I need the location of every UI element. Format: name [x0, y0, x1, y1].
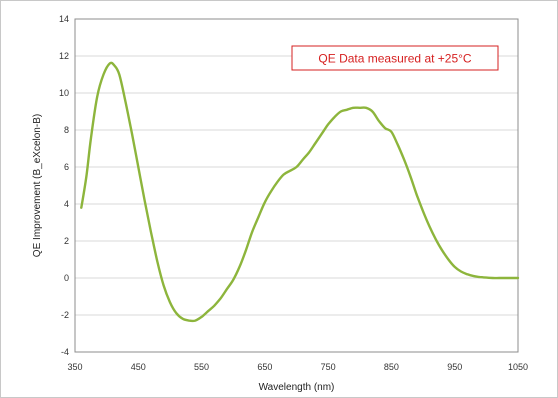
x-axis-tick-labels: 350 450 550 650 750 850 950 1050 [67, 362, 528, 372]
annotation-text: QE Data measured at +25°C [318, 52, 472, 66]
y-axis-tick-labels: -4 -2 0 2 4 6 8 10 12 14 [59, 14, 69, 357]
annotation-box [291, 45, 499, 71]
y-tick-label: 10 [59, 88, 69, 98]
x-tick-label: 450 [131, 362, 146, 372]
y-tick-label: 14 [59, 14, 69, 24]
y-axis-title: QE Improvement (B_eXcelon-B) [32, 114, 43, 257]
x-tick-label: 550 [194, 362, 209, 372]
y-tick-label: 4 [64, 199, 69, 209]
x-tick-label: 1050 [508, 362, 528, 372]
x-tick-label: 850 [384, 362, 399, 372]
x-tick-label: 650 [257, 362, 272, 372]
y-tick-label: -4 [61, 347, 69, 357]
x-tick-label: 950 [447, 362, 462, 372]
x-tick-label: 750 [321, 362, 336, 372]
y-tick-label: 12 [59, 51, 69, 61]
plot-area-border [74, 18, 519, 353]
y-tick-label: 0 [64, 273, 69, 283]
x-axis-title: Wavelength (nm) [259, 382, 335, 393]
x-tick-label: 350 [67, 362, 82, 372]
qe-improvement-series-line [80, 61, 520, 323]
y-tick-label: 8 [64, 125, 69, 135]
y-tick-label: 2 [64, 236, 69, 246]
y-tick-label: -2 [61, 310, 69, 320]
y-tick-label: 6 [64, 162, 69, 172]
